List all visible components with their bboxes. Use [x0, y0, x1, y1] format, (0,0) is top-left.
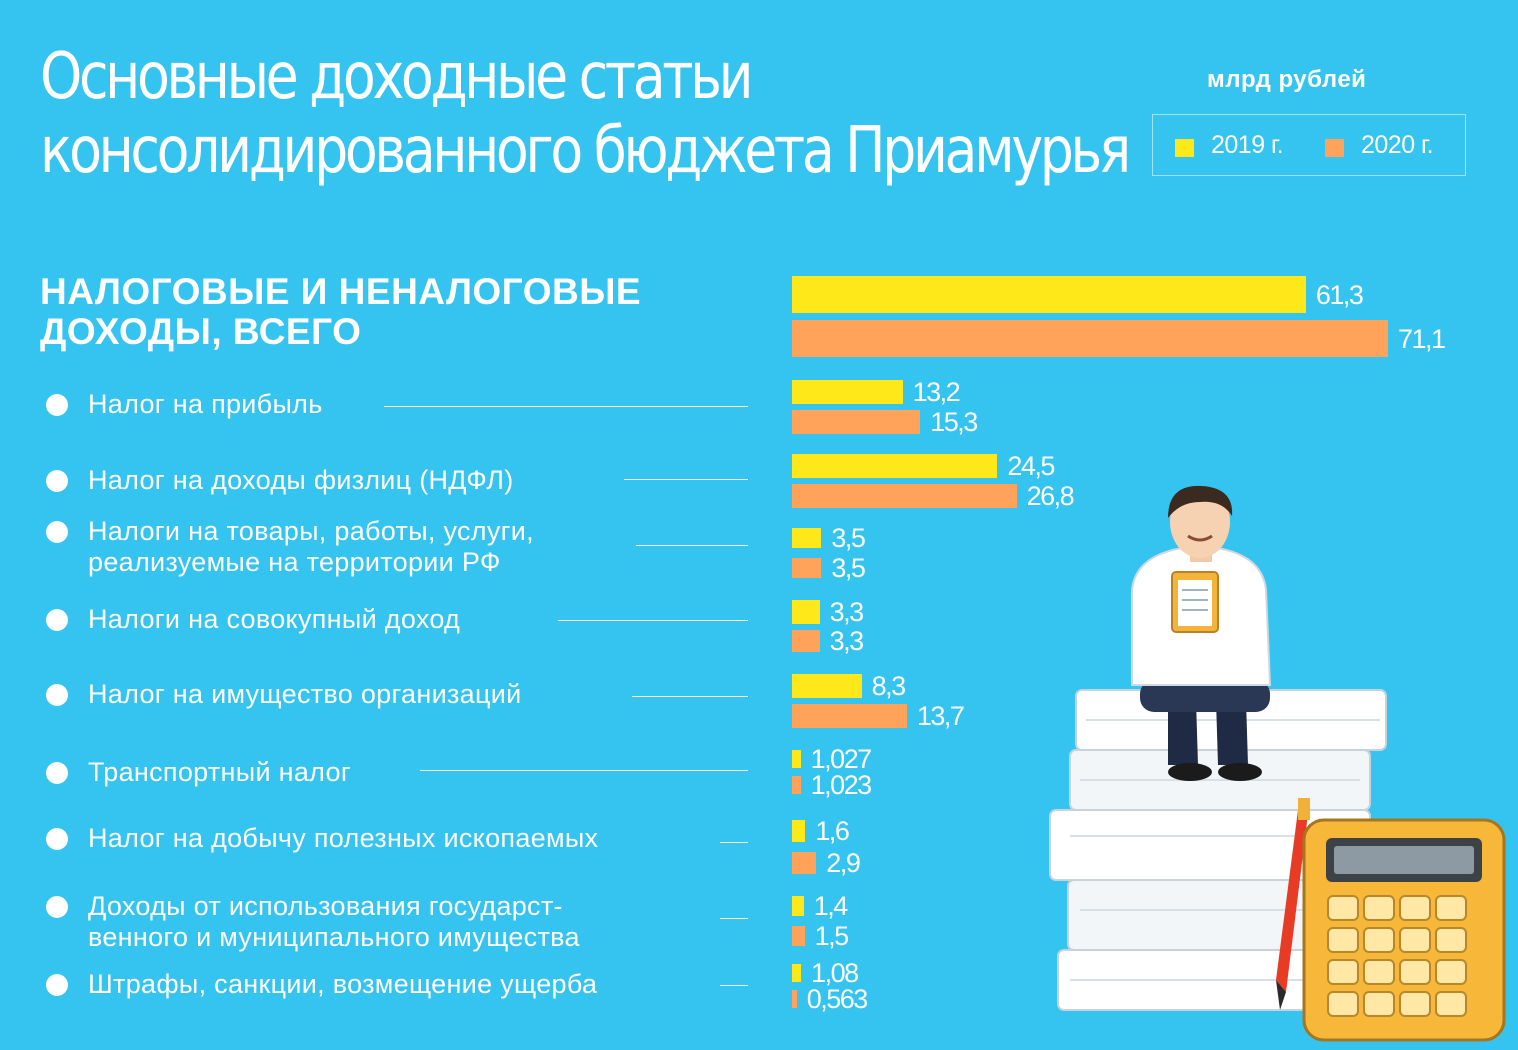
value-label-2019: 1,4 [813, 891, 849, 921]
value-label-2020: 1,023 [810, 770, 873, 800]
value-label-2020: 3,3 [829, 626, 865, 656]
bar-2020 [792, 990, 797, 1008]
value-label-2019: 13,2 [912, 377, 961, 407]
value-label-2019: 1,6 [815, 816, 850, 846]
category-label: Штрафы, санкции, возмещение ущерба [88, 969, 598, 999]
value-label-2019: 1,027 [810, 744, 873, 774]
chart-title: Основные доходные статьи консолидированно… [40, 40, 1131, 188]
category-label-total: НАЛОГОВЫЕ И НЕНАЛОГОВЫЕ ДОХОДЫ, ВСЕГО [40, 271, 642, 352]
accountant-illustration [1049, 485, 1506, 1042]
bar-2019 [792, 674, 862, 698]
value-label-2020: 0,563 [806, 984, 869, 1014]
leader-line [632, 696, 748, 697]
bar-2019 [792, 276, 1306, 313]
value-label-2020: 71,1 [1398, 323, 1446, 354]
value-label-2019: 61,3 [1315, 279, 1364, 310]
category-label: Налог на прибыль [88, 389, 323, 419]
bar-2020 [792, 320, 1388, 357]
value-label-2020: 13,7 [916, 701, 965, 731]
value-label-2020: 26,8 [1026, 481, 1075, 511]
bullet-icon [46, 470, 68, 492]
leader-line [384, 406, 748, 407]
bullet-icon [46, 974, 68, 996]
bullet-icon [46, 762, 68, 784]
bullet-icon [46, 394, 68, 416]
legend-label-2019: 2019 г. [1211, 131, 1284, 159]
leader-line [636, 545, 748, 546]
value-label-2019: 8,3 [871, 671, 907, 701]
bar-2020 [792, 704, 907, 728]
category-label: Налог на добычу полезных ископаемых [88, 823, 599, 853]
leader-line [720, 918, 748, 919]
bar-2019 [792, 380, 903, 404]
bar-2020 [792, 410, 921, 434]
person-icon [1131, 485, 1272, 781]
bullet-icon [46, 896, 68, 918]
value-label-2019: 3,5 [831, 523, 866, 553]
legend-swatch-2019 [1175, 139, 1194, 157]
bullet-icon [46, 609, 68, 631]
category-label: Транспортный налог [88, 757, 351, 787]
bar-2019 [792, 454, 998, 478]
bar-2020 [792, 852, 817, 874]
bar-2020 [792, 926, 805, 946]
category-label: Налог на имущество организаций [88, 679, 522, 709]
value-label-2020: 1,5 [814, 921, 850, 951]
value-label-2019: 3,3 [829, 597, 865, 627]
bar-2020 [792, 558, 822, 578]
leader-line [720, 985, 748, 986]
bar-2019 [792, 820, 806, 842]
bullet-icon [46, 521, 68, 543]
pen-icon [1276, 798, 1310, 1010]
bar-2019 [792, 964, 802, 982]
value-label-2020: 15,3 [930, 407, 978, 437]
value-label-2019: 24,5 [1007, 451, 1055, 481]
legend-swatch-2020 [1325, 139, 1344, 157]
bullet-icon [46, 684, 68, 706]
category-label: Налоги на товары, работы, услуги, реализ… [88, 516, 534, 577]
bar-2019 [792, 600, 820, 624]
calculator-icon [1302, 818, 1506, 1042]
bar-2019 [792, 528, 822, 548]
leader-line [720, 842, 748, 843]
legend-label-2020: 2020 г. [1361, 131, 1434, 159]
leader-line [624, 479, 748, 480]
value-label-2020: 3,5 [831, 553, 866, 583]
bar-2020 [792, 630, 820, 652]
bar-2020 [792, 484, 1017, 508]
legend: 2019 г. 2020 г. [1152, 114, 1466, 176]
value-label-2019: 1,08 [811, 958, 859, 988]
leader-line [558, 620, 748, 621]
category-label: Налог на доходы физлиц (НДФЛ) [88, 465, 514, 495]
unit-label: млрд рублей [1207, 66, 1367, 93]
bar-2020 [792, 776, 801, 794]
category-label: Доходы от использования государст- венно… [88, 891, 580, 952]
bar-2019 [792, 896, 804, 916]
bullet-icon [46, 828, 68, 850]
value-label-2020: 2,9 [826, 848, 861, 878]
category-label: Налоги на совокупный доход [88, 604, 461, 634]
bar-2019 [792, 750, 801, 768]
leader-line [420, 770, 748, 771]
